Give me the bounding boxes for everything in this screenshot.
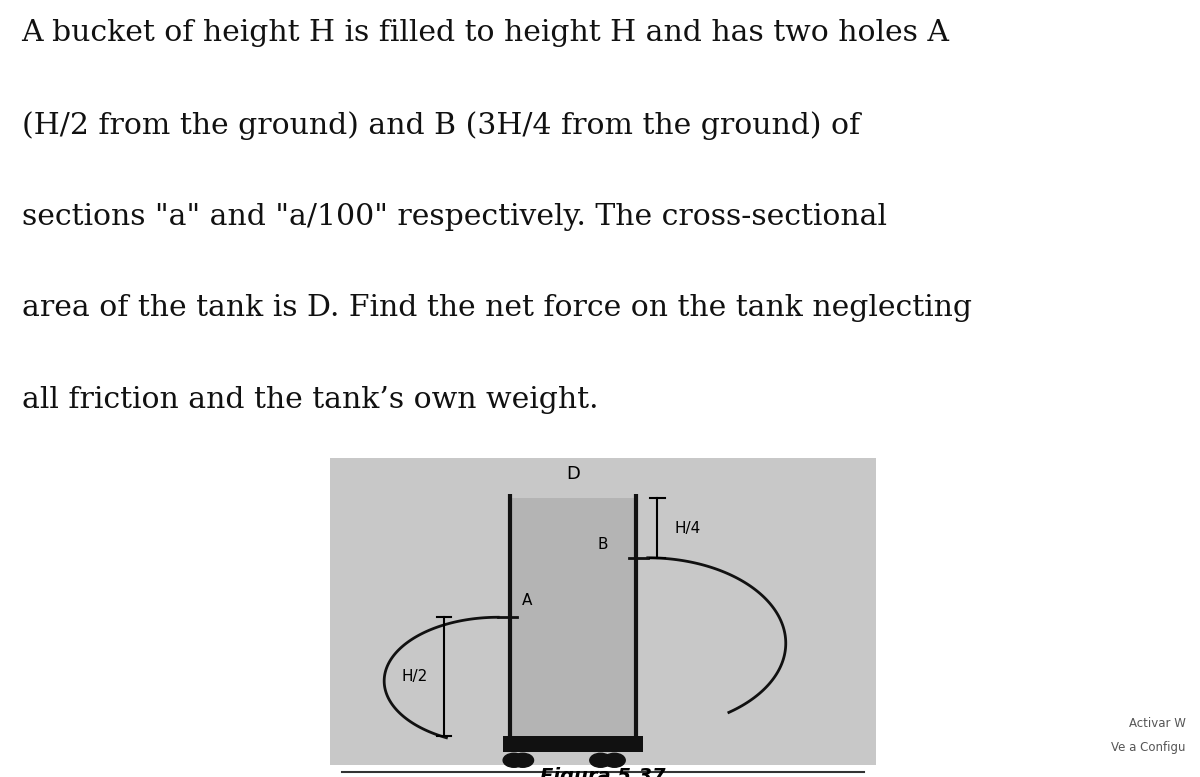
Text: sections "a" and "a/100" respectively. The cross-sectional: sections "a" and "a/100" respectively. T… <box>22 203 887 231</box>
Circle shape <box>512 753 534 767</box>
Bar <box>510 498 636 736</box>
Text: Activar W: Activar W <box>1129 717 1186 730</box>
Circle shape <box>503 753 524 767</box>
Text: D: D <box>566 465 580 483</box>
Bar <box>330 458 876 765</box>
Bar <box>503 736 643 751</box>
Text: A bucket of height H is filled to height H and has two holes A: A bucket of height H is filled to height… <box>22 19 949 47</box>
Circle shape <box>589 753 611 767</box>
Circle shape <box>604 753 625 767</box>
Text: Ve a Configu: Ve a Configu <box>1111 740 1186 754</box>
Text: H/2: H/2 <box>401 669 427 685</box>
Text: H/4: H/4 <box>674 521 701 535</box>
Text: A: A <box>522 593 533 608</box>
Text: all friction and the tank’s own weight.: all friction and the tank’s own weight. <box>22 386 598 414</box>
Text: (H/2 from the ground) and B (3H/4 from the ground) of: (H/2 from the ground) and B (3H/4 from t… <box>22 111 859 140</box>
Text: B: B <box>598 537 608 552</box>
Text: Figura 5.37: Figura 5.37 <box>540 767 666 777</box>
Text: area of the tank is D. Find the net force on the tank neglecting: area of the tank is D. Find the net forc… <box>22 294 972 322</box>
